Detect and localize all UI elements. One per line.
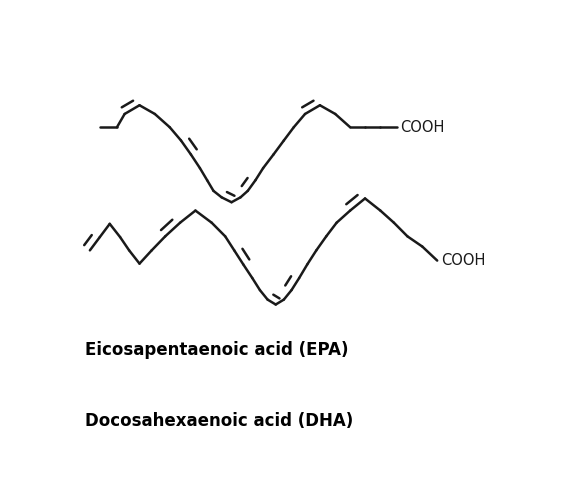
Text: COOH: COOH [441, 253, 485, 268]
Text: Eicosapentaenoic acid (EPA): Eicosapentaenoic acid (EPA) [86, 341, 349, 359]
Text: Docosahexaenoic acid (DHA): Docosahexaenoic acid (DHA) [86, 412, 354, 430]
Text: COOH: COOH [400, 120, 445, 135]
